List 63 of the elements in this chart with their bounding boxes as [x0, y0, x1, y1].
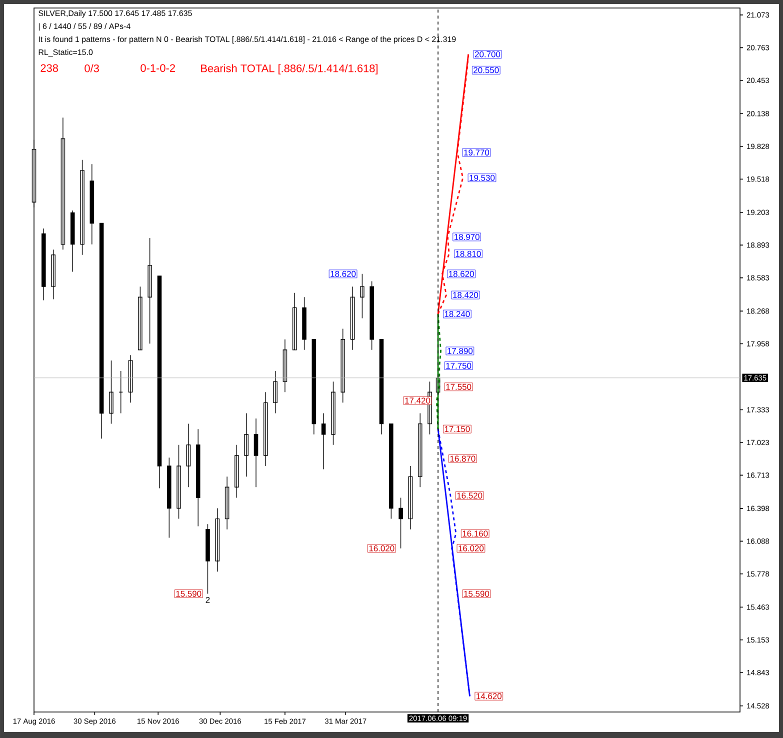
- annotation: 17.550: [446, 384, 472, 390]
- annotation: 20.550: [474, 67, 499, 74]
- candlestick: [389, 423, 394, 520]
- annotation: 15.590: [464, 590, 490, 597]
- annotation: 16.160: [462, 530, 488, 537]
- candlestick: [42, 228, 46, 301]
- candlestick: [176, 444, 181, 520]
- annotation: 16.870: [450, 456, 476, 462]
- candlestick: [340, 328, 346, 404]
- annotation: 19.530: [470, 174, 495, 181]
- annotation: 18.420: [453, 292, 478, 298]
- candlestick: [408, 466, 413, 530]
- annotation: Bearish TOTAL [.886/.5/1.414/1.618]: [201, 64, 378, 74]
- annotation: 20.700: [474, 51, 500, 58]
- annotation: 0/3: [84, 64, 99, 72]
- annotation: 16.020: [369, 545, 394, 552]
- candlestick: [196, 428, 200, 527]
- candlestick: [90, 164, 94, 245]
- candlestick: [264, 392, 268, 466]
- annotation: 0-1-0-2: [140, 64, 175, 72]
- candlestick: [60, 117, 66, 250]
- annotation: 17.750: [446, 362, 472, 369]
- candlestick: [292, 292, 297, 350]
- annotation: 17.890: [448, 348, 473, 354]
- annotation: 19.770: [464, 150, 490, 156]
- candlestick: [167, 457, 172, 538]
- annotation: 18.970: [454, 234, 480, 240]
- candlestick: [282, 338, 288, 392]
- candlestick: [70, 210, 75, 272]
- candlestick: [80, 160, 84, 256]
- candlestick: [350, 286, 355, 350]
- annotation: 18.240: [444, 311, 470, 318]
- candlestick: [206, 524, 210, 594]
- annotation: 14.620: [476, 693, 502, 700]
- candlestick: [254, 418, 258, 488]
- annotation: 18.810: [456, 250, 481, 257]
- annotation: 15.590: [176, 590, 202, 597]
- candlestick: [109, 360, 114, 424]
- candlestick: [398, 497, 403, 549]
- candlestick: [244, 412, 249, 477]
- candlestick: [370, 280, 374, 350]
- candlestick: [138, 286, 142, 350]
- candlestick: [234, 444, 239, 498]
- candlestick: [224, 476, 230, 530]
- candlestick: [128, 354, 133, 404]
- annotation: 17.150: [444, 426, 470, 432]
- candlestick: [360, 274, 364, 319]
- candlestick: [302, 296, 306, 350]
- candlestick: [273, 370, 278, 414]
- candlestick: [331, 381, 336, 446]
- candlestick: [148, 238, 152, 344]
- annotation: 2: [206, 596, 210, 603]
- candlestick: [321, 412, 326, 470]
- annotation: 18.620: [449, 270, 474, 277]
- annotation: 16.520: [457, 492, 482, 499]
- candlestick: [215, 508, 220, 572]
- candlestick: [51, 249, 56, 300]
- candlestick: [118, 370, 124, 414]
- annotation: 17.420: [405, 398, 430, 404]
- candlestick: [186, 423, 191, 488]
- annotation: 238: [40, 64, 58, 72]
- annotation: 18.620: [330, 270, 356, 277]
- annotation: 16.020: [458, 545, 484, 552]
